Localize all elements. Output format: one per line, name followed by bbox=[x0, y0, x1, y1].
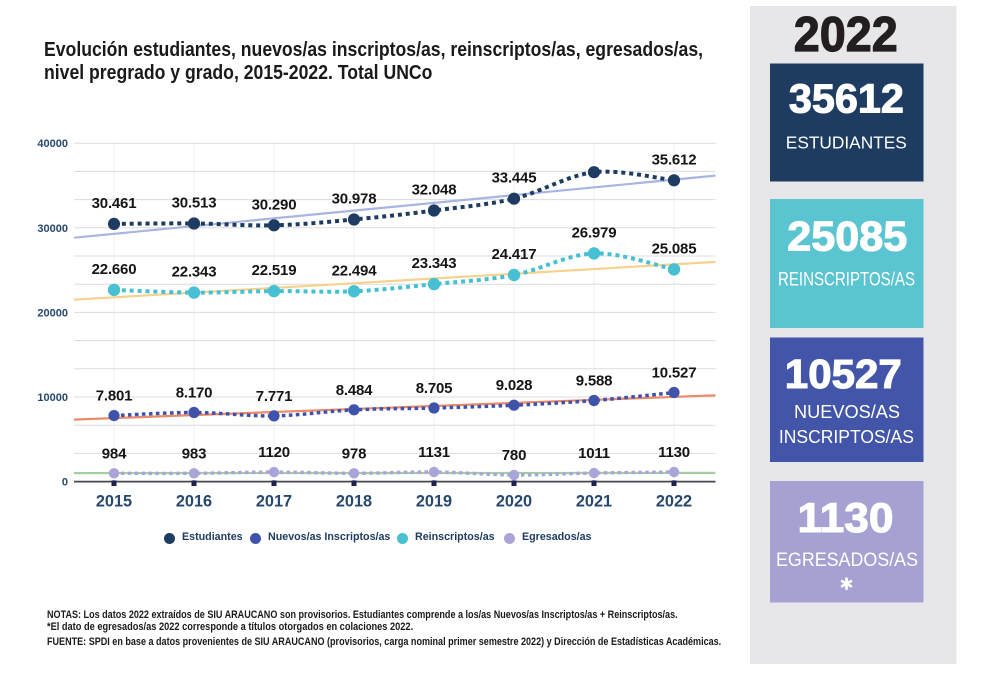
svg-text:10.527: 10.527 bbox=[652, 365, 697, 382]
svg-text:2022: 2022 bbox=[794, 7, 898, 62]
svg-text:7.771: 7.771 bbox=[256, 388, 293, 405]
svg-text:780: 780 bbox=[502, 447, 526, 464]
svg-text:22.519: 22.519 bbox=[252, 262, 297, 279]
svg-text:ESTUDIANTES: ESTUDIANTES bbox=[786, 132, 907, 152]
svg-text:1130: 1130 bbox=[798, 494, 894, 541]
svg-text:20000: 20000 bbox=[37, 307, 68, 319]
svg-text:35.612: 35.612 bbox=[652, 151, 697, 168]
svg-text:8.170: 8.170 bbox=[176, 385, 213, 402]
svg-text:NUEVOS/AS: NUEVOS/AS bbox=[794, 401, 900, 422]
svg-text:7.801: 7.801 bbox=[96, 388, 133, 405]
svg-text:26.979: 26.979 bbox=[572, 224, 617, 241]
svg-text:REINSCRIPTOS/AS: REINSCRIPTOS/AS bbox=[778, 270, 915, 291]
svg-text:978: 978 bbox=[342, 445, 366, 462]
svg-text:32.048: 32.048 bbox=[412, 182, 457, 199]
svg-text:25085: 25085 bbox=[787, 212, 907, 259]
svg-text:1011: 1011 bbox=[578, 445, 610, 462]
svg-text:1130: 1130 bbox=[658, 444, 690, 461]
svg-text:2019: 2019 bbox=[416, 492, 452, 510]
svg-text:2022: 2022 bbox=[656, 492, 692, 510]
svg-text:8.484: 8.484 bbox=[336, 382, 373, 399]
svg-text:984: 984 bbox=[102, 445, 127, 462]
svg-text:22.660: 22.660 bbox=[92, 261, 137, 278]
svg-text:INSCRIPTOS/AS: INSCRIPTOS/AS bbox=[779, 426, 914, 447]
svg-text:9.028: 9.028 bbox=[496, 377, 533, 394]
svg-text:8.705: 8.705 bbox=[416, 380, 453, 397]
svg-text:10000: 10000 bbox=[37, 392, 68, 404]
svg-text:2017: 2017 bbox=[256, 492, 292, 510]
svg-text:2020: 2020 bbox=[496, 492, 532, 510]
svg-text:2016: 2016 bbox=[176, 492, 212, 510]
svg-text:1120: 1120 bbox=[258, 444, 290, 461]
svg-text:22.494: 22.494 bbox=[332, 262, 378, 279]
svg-text:35612: 35612 bbox=[789, 76, 904, 122]
svg-text:40000: 40000 bbox=[37, 138, 68, 150]
svg-text:EGRESADOS/AS: EGRESADOS/AS bbox=[776, 550, 918, 571]
svg-text:2021: 2021 bbox=[576, 492, 612, 510]
svg-text:0: 0 bbox=[62, 477, 68, 489]
svg-text:1131: 1131 bbox=[418, 444, 450, 461]
svg-text:9.588: 9.588 bbox=[576, 373, 613, 390]
svg-text:2015: 2015 bbox=[96, 492, 132, 510]
svg-text:10527: 10527 bbox=[785, 351, 902, 397]
svg-text:30.978: 30.978 bbox=[332, 191, 377, 208]
svg-text:983: 983 bbox=[182, 445, 206, 462]
svg-text:22.343: 22.343 bbox=[172, 264, 217, 281]
svg-text:24.417: 24.417 bbox=[492, 246, 537, 263]
svg-text:30.513: 30.513 bbox=[172, 195, 217, 212]
svg-text:23.343: 23.343 bbox=[412, 255, 457, 272]
svg-text:30000: 30000 bbox=[37, 223, 68, 235]
svg-text:30.461: 30.461 bbox=[92, 195, 137, 212]
svg-text:30.290: 30.290 bbox=[252, 196, 297, 213]
svg-text:2018: 2018 bbox=[336, 492, 372, 510]
svg-text:33.445: 33.445 bbox=[492, 170, 537, 187]
svg-text:25.085: 25.085 bbox=[652, 240, 697, 257]
